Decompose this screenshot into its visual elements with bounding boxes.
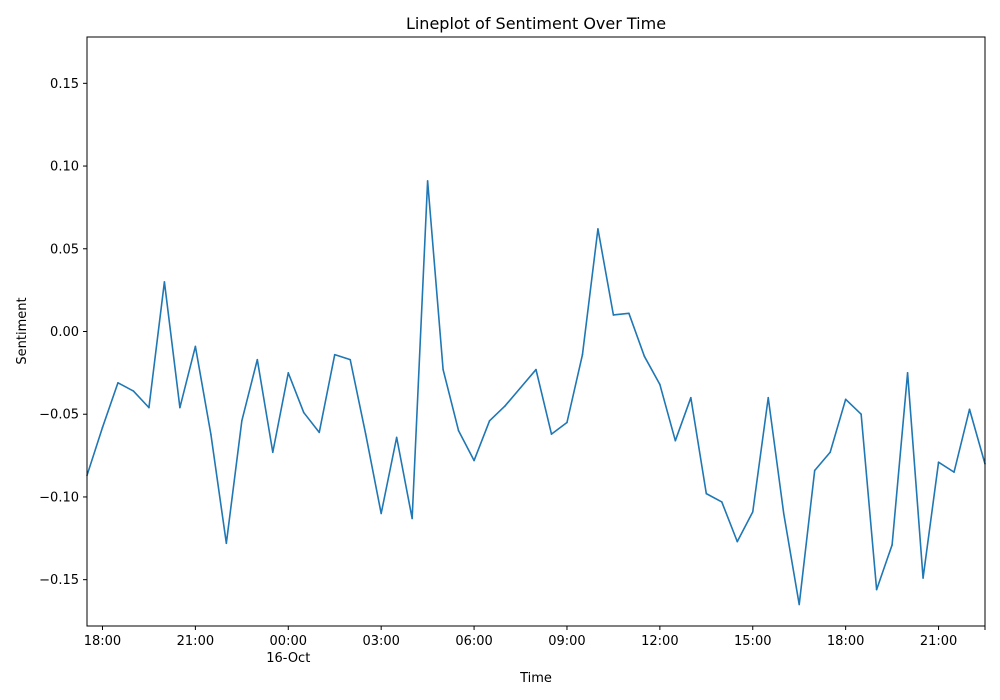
data-point	[690, 396, 692, 399]
y-tick-label: −0.15	[39, 573, 79, 588]
x-tick-label: 03:00	[362, 634, 399, 649]
series-layer	[86, 180, 986, 606]
y-tick-label: −0.10	[39, 490, 79, 505]
x-tick-label: 21:00	[177, 634, 214, 649]
data-point	[457, 429, 460, 432]
x-axis-ticks: 18:00 21:00 00:00 16-Oct 03:00 06:00 09:00 12:0…	[84, 626, 986, 666]
data-point	[597, 228, 599, 230]
data-point	[643, 355, 646, 358]
data-point	[117, 381, 119, 384]
data-point	[349, 358, 352, 361]
data-point	[271, 451, 274, 454]
data-point	[210, 433, 212, 435]
data-point	[736, 540, 739, 543]
data-point	[550, 433, 553, 435]
data-point	[891, 544, 893, 546]
data-point	[504, 405, 506, 407]
data-point	[628, 312, 630, 315]
data-point	[148, 406, 150, 409]
x-tick-label: 18:00	[84, 634, 121, 649]
data-point	[751, 511, 754, 513]
x-tick-sublabel: 16-Oct	[266, 651, 310, 666]
data-point	[674, 439, 677, 442]
y-tick-label: 0.00	[50, 325, 79, 340]
y-axis-label: Sentiment	[15, 297, 30, 364]
data-point	[380, 512, 382, 515]
x-tick-label: 09:00	[548, 634, 585, 649]
x-tick-label: 18:00	[827, 634, 864, 649]
data-point	[519, 386, 522, 389]
data-point	[813, 469, 816, 472]
data-point	[782, 512, 785, 515]
data-point	[720, 501, 723, 503]
x-tick-label: 06:00	[455, 634, 492, 649]
data-point	[426, 180, 429, 182]
data-point	[566, 421, 568, 424]
data-point	[875, 588, 878, 591]
data-point	[860, 413, 862, 416]
data-point	[937, 461, 940, 464]
data-point	[906, 372, 909, 374]
data-point	[132, 390, 135, 392]
data-point	[101, 426, 104, 429]
data-point	[333, 353, 336, 356]
data-point	[968, 408, 971, 411]
data-point	[225, 542, 228, 545]
data-point	[241, 420, 243, 422]
data-point	[659, 383, 661, 386]
data-point	[844, 398, 847, 401]
data-point	[442, 368, 444, 371]
y-tick-label: 0.15	[50, 77, 79, 92]
data-point	[922, 577, 924, 579]
data-point	[287, 372, 290, 374]
data-point	[163, 281, 166, 283]
x-tick-label: 15:00	[734, 634, 771, 649]
data-point	[302, 411, 305, 414]
data-point	[473, 459, 475, 462]
y-tick-label: 0.05	[50, 242, 79, 257]
data-point	[364, 433, 367, 435]
data-point	[705, 492, 708, 495]
data-point	[179, 406, 181, 409]
data-point	[581, 353, 584, 356]
x-tick-label: 12:00	[641, 634, 678, 649]
data-point	[612, 314, 615, 316]
chart-title: Lineplot of Sentiment Over Time	[406, 14, 666, 33]
x-tick-label: 00:00	[270, 634, 307, 649]
x-axis-label: Time	[519, 671, 552, 686]
x-tick-label: 21:00	[920, 634, 957, 649]
data-point	[535, 368, 537, 371]
axes-frame	[86, 36, 986, 627]
data-point	[829, 451, 831, 454]
data-point	[318, 431, 321, 434]
data-point	[194, 345, 197, 348]
data-point	[411, 517, 413, 520]
plot-area: −0.15 −0.10 −0.05 0.00 0.05 0.10 0.15 18:00 21:…	[39, 36, 986, 666]
data-point	[488, 420, 491, 422]
data-point	[395, 436, 398, 439]
y-tick-label: 0.10	[50, 160, 79, 175]
sentiment-series-line	[86, 180, 986, 606]
y-tick-label: −0.05	[39, 408, 79, 423]
data-point	[953, 471, 955, 473]
data-point	[798, 603, 801, 606]
data-point	[256, 358, 259, 361]
data-point	[767, 396, 770, 399]
y-axis-ticks: −0.15 −0.10 −0.05 0.00 0.05 0.10 0.15	[39, 77, 87, 588]
